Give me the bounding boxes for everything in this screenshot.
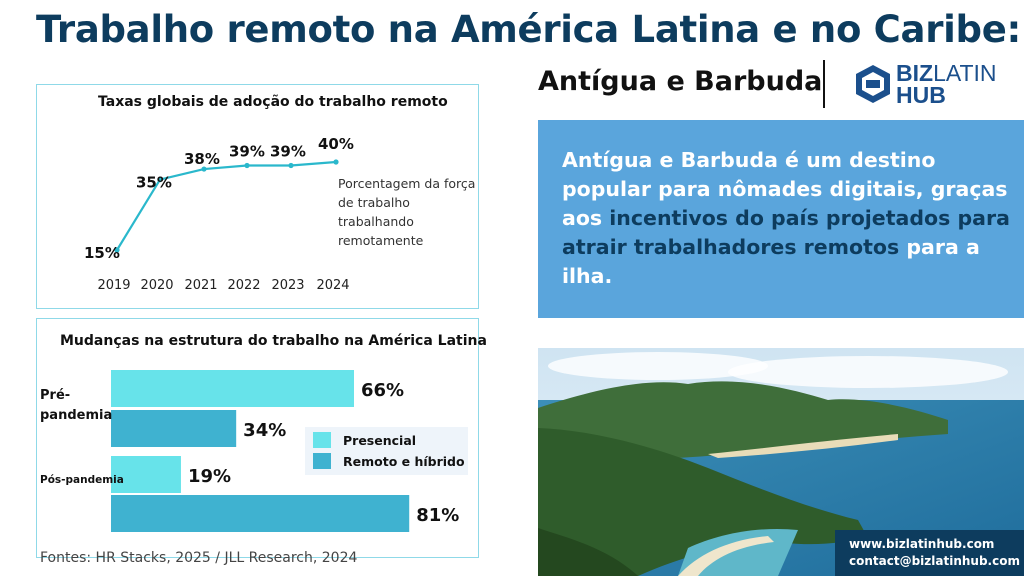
bar-label-presencial-pre: 66% <box>361 380 404 401</box>
bar-label-remoto-pos: 81% <box>416 505 459 526</box>
line-point-2023 <box>288 162 294 169</box>
line-point-2020 <box>157 177 163 183</box>
line-x-tick-2021: 2021 <box>184 278 217 293</box>
line-data-label-2021: 38% <box>184 150 220 168</box>
line-chart-panel <box>36 84 479 309</box>
legend-label-remoto: Remoto e híbrido <box>343 453 465 469</box>
logo-text-thin: LATIN <box>933 60 997 86</box>
line-chart-title: Taxas globais de adoção do trabalho remo… <box>98 94 448 110</box>
bizlatinhub-logo: BIZLATIN HUB <box>854 62 997 107</box>
legend-swatch-remoto <box>313 453 331 469</box>
bar-chart-legend: Presencial Remoto e híbrido <box>305 427 468 475</box>
line-x-tick-2022: 2022 <box>227 278 260 293</box>
title-divider <box>823 60 825 108</box>
legend-item-presencial: Presencial <box>313 432 416 448</box>
logo-text: BIZLATIN HUB <box>896 60 997 108</box>
line-data-label-2023: 39% <box>270 143 306 161</box>
contact-box: www.bizlatinhub.com contact@bizlatinhub.… <box>835 530 1024 576</box>
line-x-tick-2024: 2024 <box>316 278 349 293</box>
bar-label-presencial-pos: 19% <box>188 466 231 487</box>
line-point-2022 <box>244 162 250 169</box>
logo-text-line2: HUB <box>896 82 946 108</box>
line-x-tick-2019: 2019 <box>97 278 130 293</box>
logo-text-bold: BIZ <box>896 60 934 86</box>
bar-chart-title: Mudanças na estrutura do trabalho na Amé… <box>60 333 487 349</box>
line-chart-annotation: Porcentagem da força de trabalho trabalh… <box>338 176 476 248</box>
line-data-label-2024: 40% <box>318 135 354 153</box>
legend-swatch-presencial <box>313 432 331 448</box>
info-text-after: para a ilha. <box>562 235 980 288</box>
country-subtitle: Antígua e Barbuda <box>538 66 823 97</box>
category-label-pos-pandemia: Pós-pandemia <box>40 474 124 486</box>
line-x-tick-2023: 2023 <box>271 278 304 293</box>
logo-hexagon-icon <box>856 65 890 103</box>
info-box: Antígua e Barbuda é um destino popular p… <box>538 120 1024 318</box>
bar-presencial-pos <box>111 456 181 493</box>
bar-presencial-pre <box>111 370 354 407</box>
info-text-highlight: incentivos do país projetados para atrai… <box>562 206 1010 259</box>
page-title: Trabalho remoto na América Latina e no C… <box>36 8 1022 51</box>
bar-remoto-pos <box>111 495 410 532</box>
sources-note: Fontes: HR Stacks, 2025 / JLL Research, … <box>40 550 358 566</box>
line-point-2021 <box>201 166 207 172</box>
bar-label-remoto-pre: 34% <box>243 420 286 441</box>
website-link[interactable]: www.bizlatinhub.com <box>849 537 995 551</box>
info-text-before: Antígua e Barbuda é um destino popular p… <box>562 148 1008 230</box>
email-link[interactable]: contact@bizlatinhub.com <box>849 554 1020 568</box>
bar-remoto-pre <box>111 410 237 447</box>
category-label-pre-pandemia: Pré-pandemia <box>40 388 113 423</box>
line-data-label-2020: 35% <box>136 174 172 192</box>
info-text: Antígua e Barbuda é um destino popular p… <box>562 146 1018 291</box>
line-series-path <box>116 160 337 251</box>
line-x-tick-2020: 2020 <box>140 278 173 293</box>
line-data-label-2019: 15% <box>84 244 120 262</box>
legend-label-presencial: Presencial <box>343 432 417 448</box>
legend-item-remoto: Remoto e híbrido <box>313 453 465 469</box>
line-point-2024 <box>333 159 339 165</box>
line-point-2019 <box>114 247 120 253</box>
line-data-label-2022: 39% <box>229 143 265 161</box>
